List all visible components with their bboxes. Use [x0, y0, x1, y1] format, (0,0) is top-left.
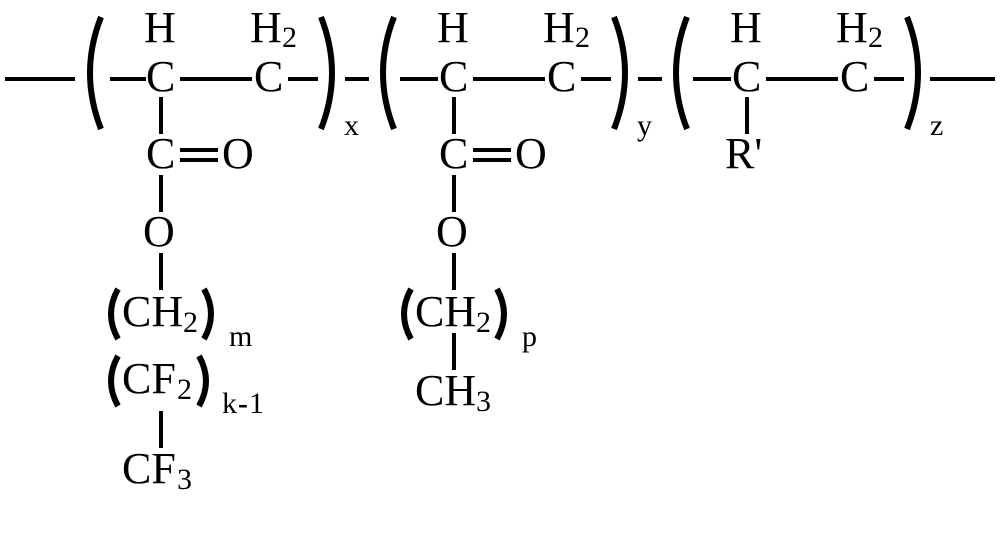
- sub-p: p: [522, 320, 537, 354]
- paren-l-u2-ch2: [393, 285, 415, 343]
- paren-r-u2-ch2: [493, 285, 515, 343]
- bond-u1-down3: [159, 253, 163, 290]
- atom-C-u2b: C: [547, 55, 576, 99]
- bond-u1-down4: [159, 411, 163, 448]
- bond-u2-co-dbl: [473, 148, 511, 162]
- atom-C-u1-co: C: [146, 132, 175, 176]
- paren-left-unit3: [661, 13, 691, 133]
- sub-x: x: [344, 109, 359, 143]
- paren-r-u1-ch2: [200, 285, 222, 343]
- paren-left-unit2: [368, 13, 398, 133]
- paren-left-unit1: [75, 13, 105, 133]
- atom-O-u1-dbl: O: [222, 132, 254, 176]
- atom-H-u3a: H: [730, 6, 762, 50]
- atom-CH2-u1: CH: [122, 290, 183, 334]
- bond-u3-out: [874, 77, 904, 81]
- bond-u23-b: [693, 77, 731, 81]
- sub-z: z: [930, 109, 943, 143]
- sub-k-1: 1: [249, 387, 264, 421]
- bond-u2-cc: [473, 77, 545, 81]
- bond-backbone-trail: [930, 77, 995, 81]
- atom-CH2-u2-sub: 2: [476, 308, 491, 338]
- atom-H2-u3b-H: H: [836, 6, 868, 50]
- atom-Rprime: R': [725, 132, 762, 176]
- paren-l-u1-cf2: [100, 352, 122, 410]
- bond-u2-down4: [452, 333, 456, 370]
- bond-u2-out: [581, 77, 611, 81]
- atom-C-u1b: C: [254, 55, 283, 99]
- paren-l-u1-ch2: [100, 285, 122, 343]
- paren-right-unit2: [610, 13, 640, 133]
- atom-CF2-u1-sub: 2: [177, 375, 192, 405]
- atom-CH2-u1-sub: 2: [183, 308, 198, 338]
- atom-CF3-u1-sub: 3: [177, 465, 192, 495]
- atom-CF2-u1: CF: [122, 357, 176, 401]
- paren-right-unit1: [317, 13, 347, 133]
- sub-k-minus: -: [238, 387, 248, 421]
- bond-u3-cc: [766, 77, 838, 81]
- bond-u1-cc: [110, 77, 146, 81]
- atom-H2-u2b-2: 2: [575, 23, 590, 53]
- atom-H2-u2b-H: H: [543, 6, 575, 50]
- atom-C-u3a: C: [732, 55, 761, 99]
- atom-C-u2-co: C: [439, 132, 468, 176]
- atom-H2-u1b-2: 2: [282, 23, 297, 53]
- paren-r-u1-cf2: [195, 352, 217, 410]
- atom-H-u1a: H: [144, 6, 176, 50]
- bond-u1-out: [288, 77, 318, 81]
- bond-u1-co-dbl: [180, 148, 218, 162]
- atom-C-u3b: C: [840, 55, 869, 99]
- atom-O-u2: O: [436, 210, 468, 254]
- atom-C-u2a: C: [439, 55, 468, 99]
- sub-y: y: [637, 109, 652, 143]
- bond-u12-a: [345, 77, 369, 81]
- atom-CH2-u2: CH: [415, 290, 476, 334]
- atom-H-u2a: H: [437, 6, 469, 50]
- atom-O-u2-dbl: O: [515, 132, 547, 176]
- atom-CF3-u1: CF: [122, 447, 176, 491]
- atom-H2-u1b-H: H: [250, 6, 282, 50]
- atom-O-u1: O: [143, 210, 175, 254]
- bond-u23-a: [638, 77, 662, 81]
- atom-H2-u3b-2: 2: [868, 23, 883, 53]
- bond-u2-down3: [452, 253, 456, 290]
- bond-u12-b: [400, 77, 438, 81]
- bond-backbone-lead: [5, 77, 75, 81]
- bond-u1-cc2: [180, 77, 252, 81]
- atom-CH3-u2-sub: 3: [476, 387, 491, 417]
- atom-CH3-u2: CH: [415, 369, 476, 413]
- sub-m: m: [229, 320, 252, 354]
- atom-C-u1a: C: [146, 55, 175, 99]
- paren-right-unit3: [903, 13, 933, 133]
- sub-k: k: [222, 387, 237, 421]
